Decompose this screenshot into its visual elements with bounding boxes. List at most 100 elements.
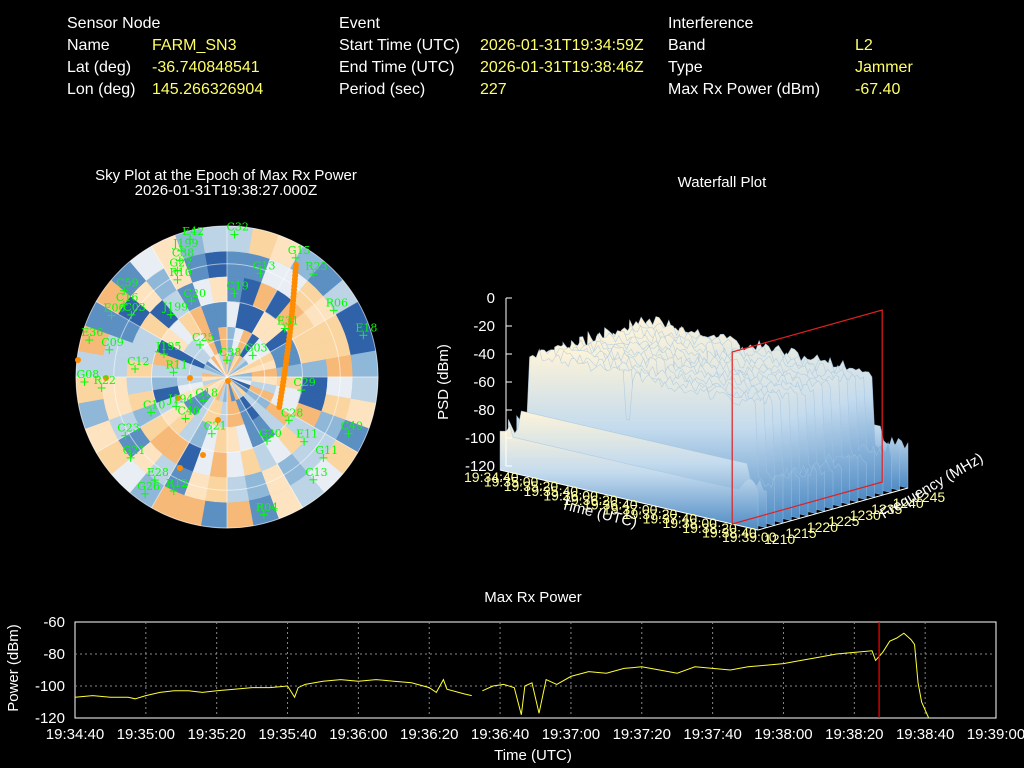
max-rx-power-x-tick-label: 19:35:40 — [258, 726, 316, 743]
waterfall-time-tick-label: 19:38:40 — [702, 524, 757, 540]
satellite-label: C12 — [127, 355, 149, 368]
satellite-label: C28 — [281, 406, 303, 419]
satellite-marker: C49 — [341, 420, 363, 438]
sky-track-point — [276, 404, 283, 410]
max-rx-power-series — [74, 622, 930, 719]
sky-heatmap-cell — [200, 225, 228, 254]
satellite-marker: R22 — [94, 374, 116, 392]
max-rx-power-y-tick-label: -60 — [43, 614, 65, 631]
waterfall-time-tick-label: 19:38:20 — [682, 520, 737, 536]
satellite-label: C38 — [172, 246, 194, 259]
max-rx-power-y-tick-label: -80 — [43, 646, 65, 663]
satellite-label: G03 — [245, 341, 268, 354]
satellite-label: G18 — [195, 387, 218, 400]
sky-track-point — [175, 395, 181, 401]
satellite-marker: C23 — [117, 422, 140, 440]
sky-heatmap-cell — [226, 500, 254, 529]
waterfall-frequency-tick-label: 1220 — [807, 519, 838, 535]
max-rx-power-line — [482, 632, 930, 719]
max-rx-power-x-tick-label: 19:39:00 — [967, 726, 1024, 743]
sky-azimuth-spoke — [226, 376, 359, 453]
interference-title: Interference — [668, 15, 754, 32]
waterfall-time-tick-label: 19:35:20 — [504, 478, 559, 494]
waterfall-frequency-tick-label: 1240 — [893, 495, 924, 511]
satellite-label: R22 — [94, 374, 116, 387]
event-info: Event Start Time (UTC) 2026-01-31T19:34:5… — [339, 13, 659, 101]
satellite-marker: J195 — [155, 340, 181, 359]
waterfall-frequency-tick-label: 1215 — [785, 525, 816, 541]
satellite-marker: C16 — [116, 291, 138, 309]
sky-plot-subtitle: 2026-01-31T19:38:27.000Z — [135, 182, 318, 199]
waterfall-frequency-tick-label: 1245 — [914, 489, 945, 505]
sky-track-point — [200, 452, 206, 458]
sensor-name-label: Name — [67, 37, 110, 54]
waterfall-frequency-tick-label: 1235 — [871, 501, 902, 517]
sky-heatmap-cell — [350, 350, 379, 378]
max-rx-power-y-tick-label: -100 — [35, 678, 65, 695]
satellite-marker: G08 — [76, 368, 99, 386]
satellite-label: C10 — [143, 398, 165, 411]
satellite-label: G15 — [288, 244, 311, 257]
waterfall-zlabel: PSD (dBm) — [435, 344, 452, 420]
waterfall-z-tick-label: -60 — [473, 374, 495, 391]
sky-azimuth-spoke — [151, 245, 228, 378]
satellite-label: C49 — [341, 420, 363, 433]
satellite-label: J194 — [167, 392, 193, 405]
satellite-label: R10 — [169, 266, 191, 279]
max-rx-power-ylabel: Power (dBm) — [5, 624, 22, 712]
waterfall-time-tick-label: 19:37:20 — [623, 506, 678, 522]
sensor-node-title: Sensor Node — [67, 15, 161, 32]
waterfall-time-tick-label: 19:37:00 — [603, 501, 658, 517]
interference-power-value: -67.40 — [855, 81, 901, 98]
waterfall-row — [499, 424, 759, 531]
waterfall-frequency-axis — [757, 487, 909, 531]
satellite-label: R12 — [166, 477, 188, 490]
satellite-marker: J199 — [162, 301, 188, 319]
max-rx-power-x-tick-label: 19:38:40 — [896, 726, 954, 743]
satellite-label: G08 — [76, 368, 99, 381]
interference-band-label: Band — [668, 37, 706, 54]
satellite-label: E36 — [81, 326, 103, 339]
sky-track-point — [225, 378, 231, 384]
satellite-marker: C28 — [281, 406, 303, 425]
satellite-label: C29 — [293, 376, 315, 389]
waterfall-z-tick-label: -80 — [473, 402, 495, 419]
satellite-label: R23 — [305, 260, 327, 273]
satellite-marker: G13 — [253, 259, 276, 278]
satellite-label: E06 — [103, 302, 125, 315]
satellite-label: G13 — [253, 259, 276, 272]
satellite-marker: G26 — [137, 480, 160, 498]
max-rx-power-y-tick-label: -120 — [35, 710, 65, 727]
sky-grid — [75, 225, 379, 529]
event-end-value: 2026-01-31T19:38:46Z — [480, 59, 644, 76]
sensor-lat-label: Lat (deg) — [67, 59, 132, 76]
satellite-label: E11 — [296, 428, 318, 441]
satellite-label: C13 — [305, 466, 327, 479]
satellite-label: E31 — [277, 314, 299, 327]
satellite-label: G21 — [123, 444, 146, 457]
satellite-marker: J199 — [172, 237, 199, 255]
waterfall-time-tick-label: 19:38:00 — [662, 515, 717, 531]
sensor-node-info: Sensor Node Name FARM_SN3 Lat (deg) -36.74… — [67, 13, 317, 101]
interference-power-label: Max Rx Power (dBm) — [668, 81, 821, 98]
waterfall-title: Waterfall Plot — [678, 174, 767, 191]
waterfall-surface — [499, 316, 909, 531]
waterfall-time-tick-label: 19:37:40 — [643, 511, 698, 527]
satellite-marker: E31 — [277, 314, 299, 333]
satellite-label: C32 — [226, 221, 248, 234]
sensor-lon-label: Lon (deg) — [67, 81, 136, 98]
satellite-marker: E18 — [355, 321, 377, 340]
satellite-marker: C38 — [219, 346, 241, 365]
sky-track-point — [75, 357, 81, 363]
sky-track-point — [177, 465, 183, 471]
interference-type-value: Jammer — [855, 59, 913, 76]
waterfall-time-axis — [499, 469, 759, 531]
satellite-marker: G21 — [123, 444, 146, 462]
waterfall-time-tick-label: 19:34:40 — [464, 469, 519, 485]
waterfall-plot: Waterfall Plot 0-20-40-60-80-100-12019:3… — [435, 174, 986, 547]
event-title: Event — [339, 15, 380, 32]
satellite-label: G21 — [204, 420, 227, 433]
sensor-name-value: FARM_SN3 — [152, 37, 237, 54]
